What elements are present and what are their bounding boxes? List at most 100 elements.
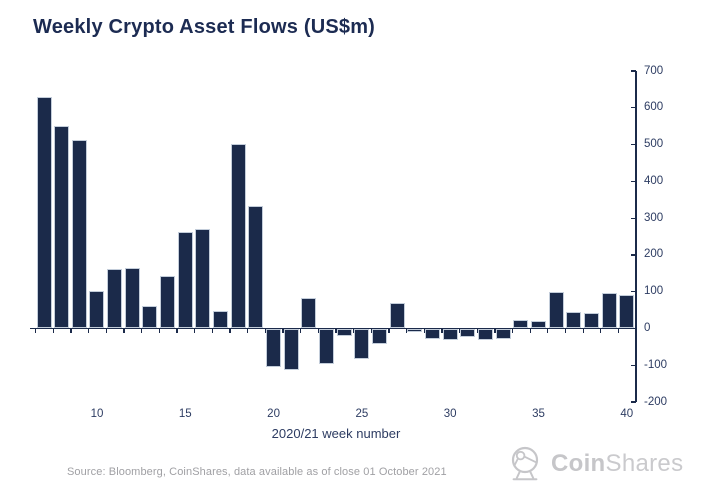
bar-week-30 bbox=[442, 329, 458, 340]
bar-week-39 bbox=[601, 292, 617, 328]
y-tick-label--100: -100 bbox=[644, 358, 668, 371]
bar-week-18 bbox=[230, 143, 246, 328]
bar-week-22 bbox=[301, 297, 317, 328]
bar-week-17 bbox=[213, 311, 229, 328]
bar-week-21 bbox=[283, 329, 299, 371]
x-axis-tick bbox=[35, 329, 37, 333]
x-axis-tick bbox=[353, 329, 355, 333]
x-axis-tick bbox=[176, 329, 178, 333]
bar-week-34 bbox=[513, 320, 529, 328]
y-tick-label-400: 400 bbox=[644, 174, 664, 187]
x-axis-line bbox=[30, 327, 637, 330]
bar-week-8 bbox=[54, 126, 70, 328]
x-axis-tick bbox=[476, 329, 478, 333]
x-axis-tick bbox=[459, 329, 461, 333]
source-note: Source: Bloomberg, CoinShares, data avai… bbox=[67, 466, 447, 478]
y-axis-tick-500 bbox=[630, 143, 636, 146]
bar-week-9 bbox=[71, 139, 87, 328]
x-tick-label-30: 30 bbox=[443, 408, 457, 420]
x-axis-tick bbox=[529, 329, 531, 333]
y-tick-label-500: 500 bbox=[644, 138, 664, 151]
x-axis-tick bbox=[194, 329, 196, 333]
y-tick-label-0: 0 bbox=[644, 322, 651, 334]
logo-text: CoinShares bbox=[551, 450, 683, 478]
bar-week-24 bbox=[336, 329, 352, 337]
x-axis-tick bbox=[300, 329, 302, 333]
x-tick-label-40: 40 bbox=[620, 408, 634, 420]
bar-week-25 bbox=[354, 329, 370, 359]
x-axis-tick bbox=[264, 329, 266, 333]
y-tick-label-100: 100 bbox=[644, 285, 664, 298]
x-axis-tick bbox=[617, 329, 620, 333]
x-tick-label-10: 10 bbox=[90, 408, 104, 420]
x-axis-tick bbox=[582, 329, 584, 333]
y-axis-tick-300 bbox=[630, 217, 636, 219]
x-axis-tick bbox=[370, 329, 372, 333]
bar-week-37 bbox=[566, 311, 582, 328]
x-axis-tick bbox=[211, 329, 213, 333]
logo-text-coin: Coin bbox=[551, 449, 606, 477]
bar-week-14 bbox=[160, 276, 176, 328]
x-axis-tick bbox=[88, 329, 90, 333]
x-axis-tick bbox=[335, 329, 337, 333]
bar-week-28 bbox=[407, 329, 423, 333]
x-axis-tick bbox=[564, 329, 567, 333]
x-axis-tick bbox=[123, 329, 125, 333]
x-axis-tick bbox=[317, 329, 319, 333]
y-axis-tick-700 bbox=[630, 70, 636, 72]
y-tick-label-200: 200 bbox=[644, 248, 664, 261]
logo-text-shares: Shares bbox=[605, 449, 684, 477]
x-axis-tick bbox=[441, 329, 443, 333]
y-axis-line bbox=[635, 70, 637, 403]
x-axis-tick bbox=[600, 329, 602, 333]
x-axis-tick bbox=[158, 329, 160, 333]
y-axis-tick-100 bbox=[630, 291, 636, 293]
bar-week-12 bbox=[124, 267, 140, 328]
x-axis-tick bbox=[406, 329, 408, 333]
bar-week-38 bbox=[583, 312, 599, 328]
coinshares-logo: CoinShares bbox=[506, 445, 683, 482]
bar-week-7 bbox=[36, 97, 52, 328]
y-tick-label-600: 600 bbox=[644, 101, 664, 114]
x-axis-tick bbox=[70, 329, 72, 333]
x-axis-title: 2020/21 week number bbox=[271, 426, 401, 441]
coinshares-dish-icon bbox=[511, 446, 539, 481]
x-axis-tick bbox=[547, 329, 549, 333]
x-tick-label-35: 35 bbox=[532, 408, 545, 420]
bar-week-32 bbox=[478, 329, 493, 341]
bar-week-20 bbox=[266, 329, 282, 367]
y-axis-tick-0 bbox=[630, 327, 636, 330]
x-axis-tick bbox=[52, 329, 55, 333]
bar-week-36 bbox=[548, 292, 564, 328]
bar-week-15 bbox=[177, 232, 193, 328]
bar-week-31 bbox=[460, 329, 476, 337]
bar-week-13 bbox=[142, 306, 158, 328]
x-axis-tick bbox=[511, 329, 514, 333]
bar-week-40 bbox=[619, 295, 635, 328]
y-axis-tick-600 bbox=[630, 107, 636, 109]
page-title: Weekly Crypto Asset Flows (US$m) bbox=[33, 16, 376, 38]
y-axis-tick--100 bbox=[630, 364, 636, 366]
y-tick-label-700: 700 bbox=[644, 64, 664, 77]
bar-week-33 bbox=[495, 329, 511, 340]
x-axis-tick bbox=[141, 329, 143, 333]
x-tick-label-15: 15 bbox=[178, 408, 192, 420]
y-tick-label-300: 300 bbox=[644, 211, 664, 224]
bar-week-16 bbox=[195, 228, 211, 328]
x-axis-tick bbox=[229, 329, 231, 333]
y-tick-label--200: -200 bbox=[644, 395, 668, 408]
bar-week-23 bbox=[319, 329, 335, 365]
y-axis-tick--200 bbox=[630, 401, 636, 403]
bar-week-27 bbox=[389, 302, 405, 328]
bar-week-11 bbox=[107, 268, 123, 328]
bar-week-19 bbox=[248, 205, 264, 328]
x-axis-tick bbox=[494, 329, 496, 333]
x-tick-label-25: 25 bbox=[355, 408, 369, 420]
x-axis-tick bbox=[423, 329, 425, 333]
x-axis-tick bbox=[282, 329, 284, 333]
bar-week-26 bbox=[372, 329, 388, 344]
y-axis-tick-200 bbox=[630, 254, 636, 256]
y-axis-tick-400 bbox=[630, 180, 636, 183]
